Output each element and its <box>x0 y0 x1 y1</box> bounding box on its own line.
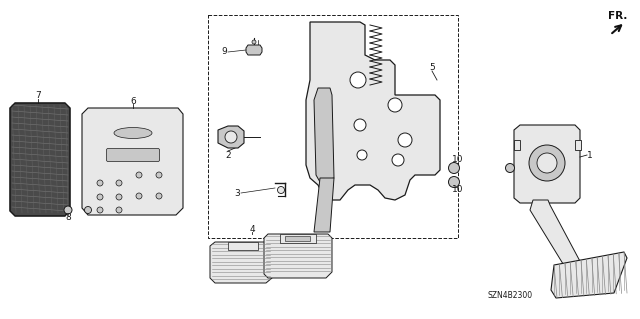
Text: 9: 9 <box>221 48 227 56</box>
Circle shape <box>64 206 72 214</box>
Polygon shape <box>514 140 520 150</box>
Circle shape <box>357 150 367 160</box>
Polygon shape <box>246 45 262 55</box>
Circle shape <box>449 162 460 174</box>
Circle shape <box>97 180 103 186</box>
Circle shape <box>136 172 142 178</box>
Bar <box>208 15 458 238</box>
Polygon shape <box>228 242 258 250</box>
Polygon shape <box>514 125 580 203</box>
Polygon shape <box>314 178 334 232</box>
Circle shape <box>156 172 162 178</box>
Circle shape <box>398 133 412 147</box>
Polygon shape <box>264 234 332 278</box>
Circle shape <box>97 194 103 200</box>
Circle shape <box>392 154 404 166</box>
Polygon shape <box>551 252 627 298</box>
Polygon shape <box>82 108 183 215</box>
Text: SZN4B2300: SZN4B2300 <box>488 291 532 300</box>
Circle shape <box>388 98 402 112</box>
Circle shape <box>537 153 557 173</box>
Text: 10: 10 <box>452 155 464 165</box>
Circle shape <box>97 207 103 213</box>
Circle shape <box>252 40 256 44</box>
Circle shape <box>136 193 142 199</box>
Polygon shape <box>280 234 316 243</box>
Text: 6: 6 <box>130 97 136 106</box>
FancyBboxPatch shape <box>106 149 159 161</box>
Polygon shape <box>575 140 581 150</box>
Text: 7: 7 <box>35 92 41 100</box>
Text: 2: 2 <box>225 151 231 160</box>
Circle shape <box>354 119 366 131</box>
Circle shape <box>116 207 122 213</box>
Ellipse shape <box>114 128 152 138</box>
Circle shape <box>156 193 162 199</box>
Circle shape <box>506 164 515 173</box>
Text: 4: 4 <box>249 225 255 234</box>
Circle shape <box>529 145 565 181</box>
Polygon shape <box>314 88 334 182</box>
Circle shape <box>350 72 366 88</box>
Text: FR.: FR. <box>608 11 627 21</box>
Text: 8: 8 <box>65 213 71 222</box>
Polygon shape <box>530 200 582 272</box>
Circle shape <box>225 131 237 143</box>
Polygon shape <box>285 236 310 241</box>
Circle shape <box>278 187 285 194</box>
Text: 5: 5 <box>429 63 435 72</box>
Circle shape <box>84 206 92 213</box>
Text: 10: 10 <box>452 186 464 195</box>
Circle shape <box>449 176 460 188</box>
Polygon shape <box>306 22 440 200</box>
Text: 1: 1 <box>587 151 593 160</box>
Circle shape <box>116 194 122 200</box>
Text: 3: 3 <box>234 189 240 197</box>
Polygon shape <box>10 103 70 216</box>
Circle shape <box>116 180 122 186</box>
Polygon shape <box>218 126 244 148</box>
Polygon shape <box>210 242 272 283</box>
